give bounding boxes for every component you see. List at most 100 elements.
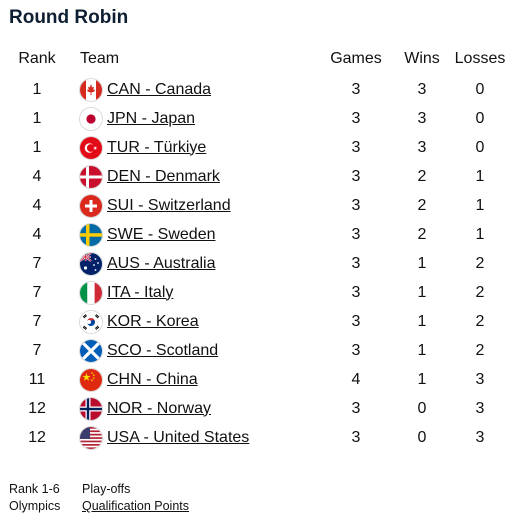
losses-cell: 2 — [475, 341, 485, 359]
games-cell: 3 — [351, 283, 361, 301]
table-row: 1 TUR - Türkiye 3 3 0 — [4, 133, 512, 162]
losses-cell: 2 — [475, 312, 485, 330]
switzerland-flag-icon — [80, 194, 102, 217]
team-link[interactable]: SWE - Sweden — [107, 225, 216, 243]
team-link[interactable]: SUI - Switzerland — [107, 196, 231, 214]
games-cell: 3 — [351, 254, 361, 272]
sweden-flag-icon — [80, 223, 102, 246]
games-cell: 3 — [351, 196, 361, 214]
rank-cell: 7 — [32, 254, 42, 272]
team-cell: JPN - Japan — [70, 104, 316, 133]
table-row: 12 USA - United States 3 0 3 — [4, 423, 512, 452]
losses-cell: 3 — [475, 428, 485, 446]
losses-cell: 1 — [475, 167, 485, 185]
scotland-flag-icon — [80, 339, 102, 362]
team-cell: CAN - Canada — [70, 75, 316, 104]
team-link[interactable]: TUR - Türkiye — [107, 138, 207, 156]
losses-cell: 2 — [475, 254, 485, 272]
games-column-header: Games — [330, 50, 382, 67]
wins-cell: 1 — [417, 254, 427, 272]
rank-cell: 11 — [28, 370, 46, 388]
table-row: 4 SWE - Sweden 3 2 1 — [4, 220, 512, 249]
qualification-points-link[interactable]: Qualification Points — [82, 499, 190, 513]
wins-cell: 3 — [417, 80, 427, 98]
wins-cell: 1 — [417, 370, 427, 388]
wins-cell: 2 — [417, 196, 427, 214]
team-link[interactable]: JPN - Japan — [107, 109, 196, 127]
rank-cell: 4 — [32, 225, 42, 243]
team-link[interactable]: AUS - Australia — [107, 254, 216, 272]
games-cell: 3 — [351, 341, 361, 359]
team-link[interactable]: NOR - Norway — [107, 399, 212, 417]
wins-cell: 1 — [417, 312, 427, 330]
table-row: 12 NOR - Norway 3 0 3 — [4, 394, 512, 423]
legend-value: Play-offs — [82, 482, 131, 496]
italy-flag-icon — [80, 281, 102, 304]
rank-cell: 1 — [32, 138, 42, 156]
wins-column-header: Wins — [404, 50, 440, 67]
rank-cell: 7 — [32, 341, 42, 359]
china-flag-icon — [80, 368, 102, 391]
team-link[interactable]: DEN - Denmark — [107, 167, 220, 185]
games-cell: 4 — [351, 370, 361, 388]
table-row: 7 KOR - Korea 3 1 2 — [4, 307, 512, 336]
rank-cell: 4 — [32, 196, 42, 214]
rank-column-header: Rank — [18, 50, 56, 67]
rank-cell: 7 — [32, 283, 42, 301]
australia-flag-icon — [80, 252, 102, 275]
games-cell: 3 — [351, 138, 361, 156]
team-link[interactable]: CHN - China — [107, 370, 198, 388]
rank-cell: 4 — [32, 167, 42, 185]
team-cell: SCO - Scotland — [70, 336, 316, 365]
wins-cell: 2 — [417, 225, 427, 243]
team-link[interactable]: SCO - Scotland — [107, 341, 219, 359]
losses-cell: 3 — [475, 370, 485, 388]
table-row: 1 CAN - Canada 3 3 0 — [4, 75, 512, 104]
losses-cell: 0 — [475, 80, 485, 98]
legend-key: Rank 1-6 — [9, 482, 60, 496]
team-cell: NOR - Norway — [70, 394, 316, 423]
team-cell: ITA - Italy — [70, 278, 316, 307]
legend: Rank 1-6 Play-offs Olympics Qualificatio… — [9, 481, 189, 515]
rank-cell: 12 — [28, 399, 46, 417]
korea-flag-icon — [80, 310, 102, 333]
table-row: 7 ITA - Italy 3 1 2 — [4, 278, 512, 307]
table-row: 11 CHN - China 4 1 3 — [4, 365, 512, 394]
wins-cell: 1 — [417, 341, 427, 359]
wins-cell: 1 — [417, 283, 427, 301]
legend-row: Rank 1-6 Play-offs — [9, 481, 189, 498]
wins-cell: 3 — [417, 109, 427, 127]
legend-row: Olympics Qualification Points — [9, 498, 189, 515]
wins-cell: 3 — [417, 138, 427, 156]
rank-cell: 12 — [28, 428, 46, 446]
rank-cell: 1 — [32, 109, 42, 127]
games-cell: 3 — [351, 312, 361, 330]
team-cell: USA - United States — [70, 423, 316, 452]
team-link[interactable]: ITA - Italy — [107, 283, 174, 301]
table-row: 4 DEN - Denmark 3 2 1 — [4, 162, 512, 191]
norway-flag-icon — [80, 397, 102, 420]
losses-cell: 0 — [475, 109, 485, 127]
games-cell: 3 — [351, 399, 361, 417]
wins-cell: 0 — [417, 399, 427, 417]
wins-cell: 2 — [417, 167, 427, 185]
team-cell: DEN - Denmark — [70, 162, 316, 191]
table-row: 1 JPN - Japan 3 3 0 — [4, 104, 512, 133]
team-column-header: Team — [80, 50, 120, 67]
losses-column-header: Losses — [454, 50, 506, 67]
losses-cell: 1 — [475, 196, 485, 214]
usa-flag-icon — [80, 426, 102, 449]
team-link[interactable]: KOR - Korea — [107, 312, 199, 330]
losses-cell: 1 — [475, 225, 485, 243]
games-cell: 3 — [351, 225, 361, 243]
team-link[interactable]: USA - United States — [107, 428, 250, 446]
games-cell: 3 — [351, 428, 361, 446]
team-link[interactable]: CAN - Canada — [107, 80, 212, 98]
legend-key: Olympics — [9, 499, 61, 513]
team-cell: KOR - Korea — [70, 307, 316, 336]
table-row: 4 SUI - Switzerland 3 2 1 — [4, 191, 512, 220]
team-cell: AUS - Australia — [70, 249, 316, 278]
losses-cell: 2 — [475, 283, 485, 301]
standings-table: Rank Team Games Wins Losses 1 CAN - Canad… — [4, 50, 512, 452]
losses-cell: 3 — [475, 399, 485, 417]
